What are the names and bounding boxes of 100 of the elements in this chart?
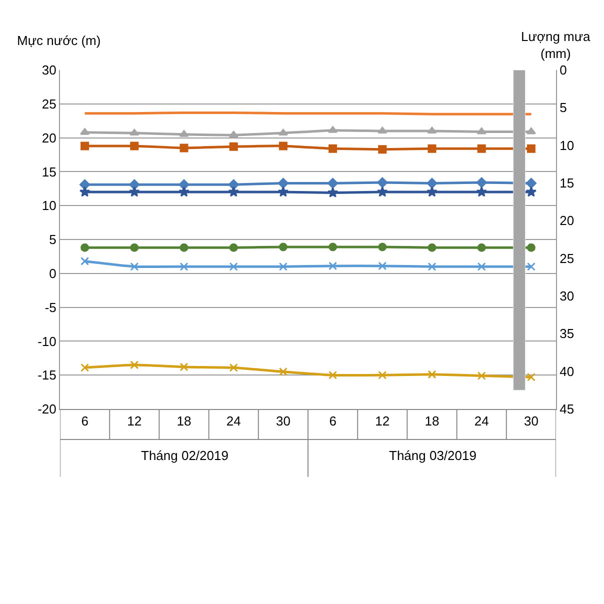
y2-tick-label: 35: [560, 326, 574, 342]
point: [428, 370, 436, 379]
point: [378, 126, 388, 134]
point: [80, 179, 90, 190]
point: [378, 145, 387, 154]
point: [180, 144, 188, 152]
point: [278, 367, 288, 376]
point: [428, 144, 436, 153]
point: [526, 186, 537, 197]
point: [80, 363, 90, 372]
y-tick-label: -20: [38, 402, 56, 417]
point: [327, 187, 338, 198]
point: [79, 186, 90, 197]
point: [228, 186, 240, 197]
x-tick-label: 12: [127, 414, 142, 429]
point: [130, 243, 139, 252]
point: [130, 360, 139, 370]
x-tick-label: 24: [226, 414, 241, 429]
point: [328, 178, 338, 189]
point: [278, 128, 288, 136]
x-tick-label: 30: [524, 414, 538, 429]
text: Tháng 02/2019: [141, 448, 228, 463]
point: [477, 372, 486, 380]
point: [278, 178, 288, 189]
y-tick-label: 0: [49, 266, 56, 281]
point: [378, 262, 387, 270]
point: [229, 142, 238, 151]
y-tick-label: 25: [42, 96, 56, 112]
y-tick-label: -15: [38, 368, 56, 383]
point: [229, 363, 238, 372]
point: [180, 262, 188, 271]
x-tick-label: 30: [276, 414, 290, 429]
point: [80, 256, 90, 266]
point: [278, 142, 288, 150]
point: [229, 262, 238, 271]
point: [130, 262, 139, 271]
point: [229, 243, 238, 252]
point: [180, 243, 188, 252]
point: [179, 130, 189, 137]
point: [129, 179, 140, 190]
point: [477, 243, 486, 252]
point: [328, 126, 338, 133]
point: [378, 370, 387, 380]
y-tick-label: 20: [42, 130, 56, 146]
point: [376, 186, 388, 197]
point: [278, 242, 288, 252]
y-axis-title: Mực nước (m): [17, 33, 101, 48]
point: [377, 177, 388, 188]
point: [426, 186, 438, 197]
y2-tick-label: 40: [560, 364, 574, 379]
y-tick-label: -5: [44, 300, 56, 315]
point: [428, 243, 436, 252]
point: [426, 178, 438, 189]
point: [228, 130, 238, 138]
x-tick-label: 6: [81, 414, 88, 429]
y2-tick-label: 30: [560, 288, 574, 304]
point: [526, 372, 536, 382]
point: [180, 362, 188, 372]
point: [477, 144, 486, 153]
point: [427, 126, 437, 134]
point: [526, 178, 536, 189]
point: [128, 186, 140, 197]
y2-tick-label: 45: [560, 402, 574, 417]
y2-tick-label: 15: [560, 176, 574, 191]
y-tick-label: 30: [42, 62, 56, 78]
x-tick-label: 18: [424, 414, 440, 429]
point: [476, 177, 487, 188]
point: [80, 128, 90, 135]
y2-tick-label: 0: [560, 62, 567, 78]
point: [178, 186, 190, 197]
x-tick-label: 18: [176, 414, 192, 429]
point: [476, 127, 486, 134]
point: [178, 179, 190, 190]
point: [328, 144, 338, 153]
point: [526, 144, 536, 153]
y-tick-label: 10: [42, 198, 56, 214]
point: [130, 142, 139, 150]
point: [328, 242, 338, 252]
point: [378, 242, 387, 252]
point: [278, 186, 289, 197]
point: [80, 243, 90, 252]
point: [526, 262, 536, 271]
y2-axis-title: Lượng mưa (mm): [521, 29, 592, 61]
point: [278, 262, 288, 271]
y2-tick-label: 10: [560, 138, 574, 153]
point: [476, 186, 488, 197]
point: [80, 142, 90, 150]
x-tick-label: 12: [375, 414, 390, 429]
point: [526, 243, 536, 252]
y-tick-label: 5: [49, 232, 56, 248]
point: [328, 262, 338, 270]
y-tick-label: 15: [42, 164, 56, 180]
point: [328, 370, 338, 380]
point: [228, 179, 239, 190]
x-tick-label: 24: [474, 414, 489, 429]
x-tick-label: 6: [329, 414, 336, 429]
point: [428, 262, 436, 271]
point: [526, 127, 536, 134]
y2-tick-label: 5: [560, 100, 567, 116]
point: [130, 128, 140, 136]
